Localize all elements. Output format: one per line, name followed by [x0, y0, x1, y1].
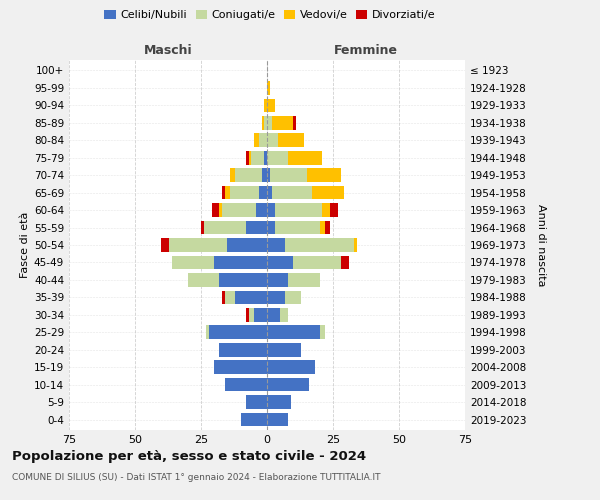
Bar [267, 238, 286, 252]
Bar [230, 186, 259, 200]
Bar [267, 273, 288, 286]
Bar [222, 290, 225, 304]
Bar [288, 273, 320, 286]
Text: Popolazione per età, sesso e stato civile - 2024: Popolazione per età, sesso e stato civil… [12, 450, 366, 463]
Legend: Celibi/Nubili, Coniugati/e, Vedovi/e, Divorziati/e: Celibi/Nubili, Coniugati/e, Vedovi/e, Di… [100, 6, 440, 25]
Bar [214, 360, 267, 374]
Bar [259, 134, 267, 147]
Bar [267, 81, 269, 94]
Bar [267, 326, 320, 339]
Bar [201, 220, 203, 234]
Bar [275, 204, 322, 217]
Bar [206, 326, 209, 339]
Bar [251, 151, 265, 164]
Bar [275, 220, 320, 234]
Bar [254, 134, 259, 147]
Bar [325, 220, 331, 234]
Bar [267, 396, 291, 409]
Bar [267, 168, 269, 182]
Bar [225, 186, 230, 200]
Bar [272, 186, 312, 200]
Bar [256, 204, 267, 217]
Y-axis label: Fasce di età: Fasce di età [20, 212, 30, 278]
Bar [272, 116, 293, 130]
Bar [203, 220, 246, 234]
Bar [331, 204, 338, 217]
Bar [188, 273, 220, 286]
Bar [293, 256, 341, 270]
Bar [267, 204, 275, 217]
Bar [265, 116, 267, 130]
Bar [235, 290, 267, 304]
Bar [246, 151, 248, 164]
Bar [307, 168, 341, 182]
Bar [259, 186, 267, 200]
Bar [169, 238, 227, 252]
Bar [267, 412, 288, 426]
Bar [254, 308, 267, 322]
Bar [267, 186, 272, 200]
Bar [320, 220, 325, 234]
Bar [267, 98, 275, 112]
Bar [288, 151, 322, 164]
Bar [267, 343, 301, 356]
Bar [286, 290, 301, 304]
Bar [161, 238, 169, 252]
Bar [248, 151, 251, 164]
Bar [246, 308, 248, 322]
Bar [230, 168, 235, 182]
Bar [341, 256, 349, 270]
Bar [246, 220, 267, 234]
Bar [227, 238, 267, 252]
Bar [225, 378, 267, 392]
Bar [267, 360, 314, 374]
Text: Femmine: Femmine [334, 44, 398, 58]
Bar [220, 343, 267, 356]
Bar [220, 273, 267, 286]
Bar [265, 98, 267, 112]
Bar [267, 116, 272, 130]
Bar [320, 326, 325, 339]
Bar [246, 396, 267, 409]
Bar [267, 378, 309, 392]
Bar [225, 290, 235, 304]
Bar [209, 326, 267, 339]
Bar [269, 168, 307, 182]
Text: Maschi: Maschi [143, 44, 193, 58]
Bar [267, 151, 288, 164]
Bar [267, 256, 293, 270]
Bar [322, 204, 331, 217]
Bar [267, 308, 280, 322]
Bar [262, 116, 265, 130]
Bar [212, 204, 220, 217]
Text: COMUNE DI SILIUS (SU) - Dati ISTAT 1° gennaio 2024 - Elaborazione TUTTITALIA.IT: COMUNE DI SILIUS (SU) - Dati ISTAT 1° ge… [12, 472, 380, 482]
Bar [222, 186, 225, 200]
Bar [265, 151, 267, 164]
Bar [241, 412, 267, 426]
Bar [267, 290, 286, 304]
Bar [262, 168, 267, 182]
Bar [220, 204, 222, 217]
Bar [312, 186, 344, 200]
Bar [248, 308, 254, 322]
Bar [235, 168, 262, 182]
Y-axis label: Anni di nascita: Anni di nascita [536, 204, 546, 286]
Bar [286, 238, 354, 252]
Bar [267, 220, 275, 234]
Bar [280, 308, 288, 322]
Bar [214, 256, 267, 270]
Bar [222, 204, 256, 217]
Bar [172, 256, 214, 270]
Bar [267, 134, 278, 147]
Bar [293, 116, 296, 130]
Bar [278, 134, 304, 147]
Bar [354, 238, 357, 252]
